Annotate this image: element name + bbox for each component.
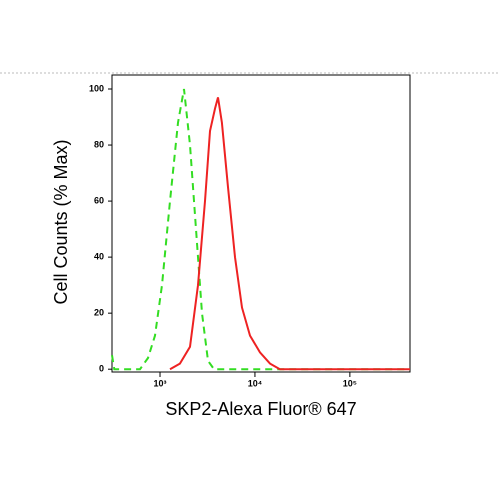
y-tick-label: 80 xyxy=(94,139,104,149)
y-tick-label: 0 xyxy=(99,364,104,374)
y-axis-label: Cell Counts (% Max) xyxy=(51,139,71,304)
x-tick-label: 10⁴ xyxy=(248,378,262,388)
series-line xyxy=(169,97,410,371)
y-tick-label: 40 xyxy=(94,251,104,261)
x-tick-label: 10⁵ xyxy=(343,378,357,388)
x-axis-label: SKP2-Alexa Fluor® 647 xyxy=(165,399,356,419)
plot-frame xyxy=(111,74,411,373)
y-tick-label: 20 xyxy=(94,308,104,318)
x-tick-label: 10³ xyxy=(154,378,167,388)
y-tick-label: 100 xyxy=(89,83,104,93)
series-line xyxy=(111,88,410,371)
y-tick-label: 60 xyxy=(94,195,104,205)
